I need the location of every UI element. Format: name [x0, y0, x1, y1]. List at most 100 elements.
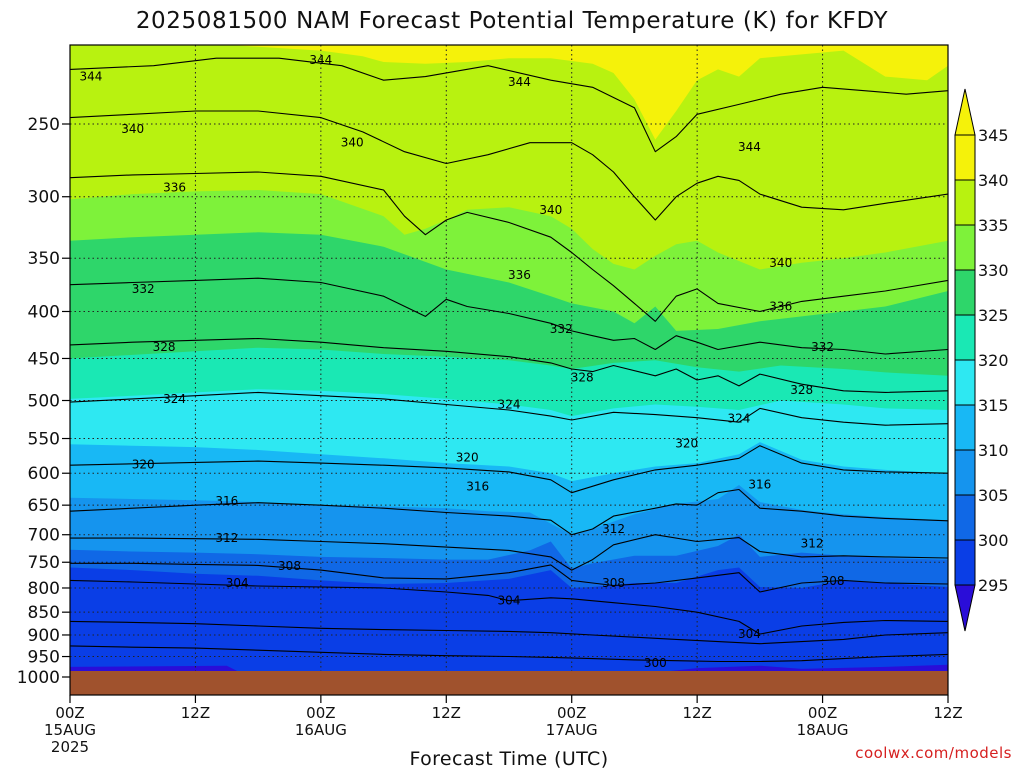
contour-304 — [70, 579, 948, 635]
ground-surface — [70, 671, 948, 695]
colorbar-swatch-325 — [954, 269, 976, 316]
contour-label-312: 312 — [801, 537, 824, 551]
y-tick-label-900: 900 — [28, 626, 60, 646]
colorbar-swatch-305 — [954, 449, 976, 496]
contour-label-328: 328 — [790, 383, 813, 397]
contour-label-336: 336 — [163, 180, 186, 194]
contour-label-336: 336 — [508, 268, 531, 282]
x-tick-label-60: 12Z — [682, 704, 711, 722]
x-tick-label-0: 00Z — [55, 704, 84, 722]
y-tick-label-450: 450 — [28, 349, 60, 369]
contour-label-340: 340 — [769, 256, 792, 270]
contour-label-300: 300 — [644, 656, 667, 670]
contour-label-328: 328 — [571, 371, 594, 385]
contour-324 — [70, 391, 948, 426]
gridlines — [70, 45, 948, 671]
color-legend: 295 300 305 310 315 320 325 330 335 340 345 — [954, 88, 1009, 632]
colorbar-swatch-300 — [954, 494, 976, 541]
y-tick-label-750: 750 — [28, 553, 60, 573]
contour-label-304: 304 — [498, 594, 521, 608]
y-tick-label-550: 550 — [28, 430, 60, 450]
x-tick-date-48: 17AUG — [546, 721, 598, 739]
colorbar-swatch-320 — [954, 314, 976, 361]
contour-label-344: 344 — [79, 70, 102, 84]
contour-302 — [70, 620, 948, 645]
x-tick-date-72: 18AUG — [797, 721, 849, 739]
colorbar-label-340: 340 — [978, 171, 1009, 190]
contour-label-308: 308 — [278, 559, 301, 573]
contour-label-328: 328 — [153, 340, 176, 354]
colorbar-swatch-340 — [954, 134, 976, 181]
contour-label-312: 312 — [215, 531, 238, 545]
x-axis-title: Forecast Time (UTC) — [409, 748, 608, 768]
band-345 — [229, 45, 948, 140]
contour-labels: 344 344 344 344 340 340 340 340 336 336 336 332 332 3… — [79, 53, 844, 670]
y-tick-label-800: 800 — [28, 579, 60, 599]
y-tick-label-400: 400 — [28, 302, 60, 322]
contour-lines — [70, 57, 948, 663]
y-tick-label-500: 500 — [28, 392, 60, 412]
x-tick-label-24: 00Z — [306, 704, 335, 722]
contour-label-304: 304 — [738, 627, 761, 641]
colorbar-label-315: 315 — [978, 396, 1009, 415]
contour-label-320: 320 — [456, 451, 479, 465]
y-tick-label-700: 700 — [28, 526, 60, 546]
y-tick-label-950: 950 — [28, 648, 60, 668]
x-tick-label-72: 00Z — [808, 704, 837, 722]
colorbar-high-arrow — [954, 88, 976, 136]
colorbar-label-325: 325 — [978, 306, 1009, 325]
colorbar-swatch-330 — [954, 224, 976, 271]
color-bands — [70, 45, 948, 671]
y-tick-label-1000: 1000 — [17, 668, 60, 688]
contour-label-344: 344 — [738, 140, 761, 154]
contour-312 — [70, 534, 948, 571]
y-tick-label-250: 250 — [28, 115, 60, 135]
contour-label-308: 308 — [822, 574, 845, 588]
contour-label-308: 308 — [602, 576, 625, 590]
contour-328 — [70, 337, 948, 393]
contour-label-324: 324 — [498, 397, 521, 411]
contour-label-324: 324 — [727, 411, 750, 425]
contour-label-312: 312 — [602, 522, 625, 536]
colorbar-swatch-310 — [954, 404, 976, 451]
y-axis: 250 300 350 400 450 500 550 600 650 700 750 800 850 9… — [17, 115, 70, 688]
contour-label-304: 304 — [226, 576, 249, 590]
credit-text: coolwx.com/models — [855, 744, 1012, 762]
contour-340 — [70, 110, 948, 221]
contour-label-332: 332 — [132, 282, 155, 296]
contour-label-336: 336 — [769, 299, 792, 313]
x-tick-label-12: 12Z — [181, 704, 210, 722]
contour-label-340: 340 — [341, 136, 364, 150]
plot-frame — [69, 44, 949, 696]
colorbar-swatch-295 — [954, 539, 976, 586]
contour-label-316: 316 — [215, 494, 238, 508]
plot-area: 344 344 344 344 340 340 340 340 336 336 336 332 332 3… — [70, 45, 948, 671]
contour-label-316: 316 — [466, 479, 489, 493]
colorbar-swatch-315 — [954, 359, 976, 406]
colorbar-label-305: 305 — [978, 486, 1009, 505]
y-tick-label-350: 350 — [28, 249, 60, 269]
y-tick-label-600: 600 — [28, 464, 60, 484]
x-tick-label-36: 12Z — [432, 704, 461, 722]
contour-label-320: 320 — [132, 457, 155, 471]
contour-332 — [70, 277, 948, 355]
contour-label-340: 340 — [121, 122, 144, 136]
colorbar-label-320: 320 — [978, 351, 1009, 370]
contour-308 — [70, 562, 948, 593]
y-tick-label-300: 300 — [28, 188, 60, 208]
band-340 — [70, 45, 948, 270]
chart-title: 2025081500 NAM Forecast Potential Temper… — [136, 8, 889, 34]
contour-label-332: 332 — [811, 340, 834, 354]
contour-320 — [70, 445, 948, 494]
colorbar-label-330: 330 — [978, 261, 1009, 280]
y-tick-label-650: 650 — [28, 496, 60, 516]
contour-label-332: 332 — [550, 322, 573, 336]
x-tick-date-24: 16AUG — [295, 721, 347, 739]
contour-301 — [70, 645, 948, 663]
colorbar-label-335: 335 — [978, 216, 1009, 235]
contour-316 — [70, 488, 948, 536]
contour-label-340: 340 — [539, 203, 562, 217]
x-tick-year-0: 2025 — [51, 738, 89, 756]
